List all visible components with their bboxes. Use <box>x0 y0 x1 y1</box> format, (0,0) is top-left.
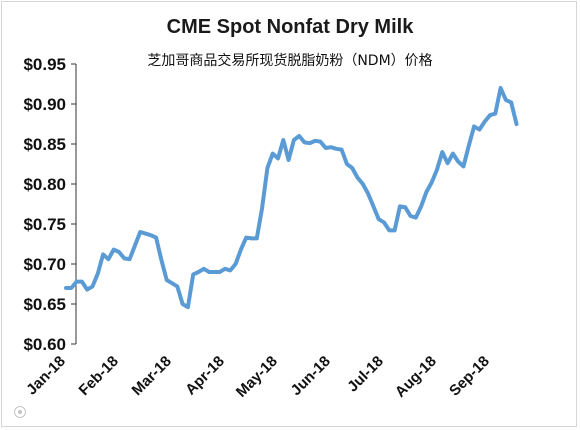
series-line-0 <box>64 86 519 310</box>
x-tick-label: Aug-18 <box>392 353 440 401</box>
chart-title: CME Spot Nonfat Dry Milk <box>166 16 414 38</box>
x-tick-label: Mar-18 <box>129 353 175 399</box>
x-tick-label: Jun-18 <box>288 353 334 399</box>
y-tick-label: $0.75 <box>23 215 66 234</box>
series-layer <box>64 86 519 310</box>
x-tick-label: Apr-18 <box>182 353 228 399</box>
x-tick-label: May-18 <box>233 353 281 401</box>
x-tick-label: Feb-18 <box>76 353 122 399</box>
x-tick-label: Sep-18 <box>446 353 493 400</box>
y-tick-label: $0.90 <box>23 95 66 114</box>
watermark <box>14 406 26 418</box>
y-tick-label: $0.85 <box>23 135 66 154</box>
y-axis: $0.60 $0.65 $0.70 $0.75 $0.80 $0.85 $0.90 $0.95 <box>23 55 77 354</box>
y-tick-label: $0.60 <box>23 335 66 354</box>
x-axis: Jan-18 Feb-18 Mar-18 Apr-18 May-18 Jun-18 Jul-… <box>23 353 493 401</box>
chart-subtitle: 芝加哥商品交易所现货脱脂奶粉（NDM）价格 <box>147 53 433 69</box>
x-tick-label: Jan-18 <box>23 353 69 399</box>
y-tick-label: $0.65 <box>23 295 66 314</box>
y-tick-label: $0.70 <box>23 255 66 274</box>
y-tick-label: $0.95 <box>23 55 66 74</box>
watermark-logo-icon <box>14 406 26 418</box>
x-tick-label: Jul-18 <box>344 353 387 396</box>
y-tick-label: $0.80 <box>23 175 66 194</box>
